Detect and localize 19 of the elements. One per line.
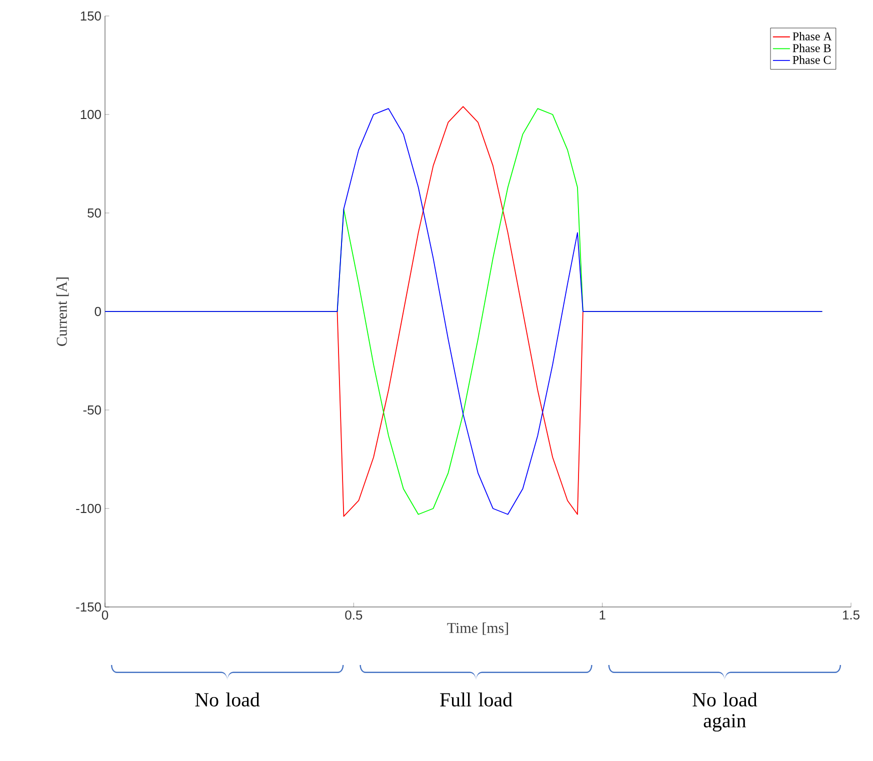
text: Full load bbox=[440, 692, 512, 707]
legend-label: Phase C bbox=[792, 56, 831, 64]
y-axis-title: Current [A] bbox=[56, 278, 69, 346]
x-tick-label: 0 bbox=[102, 610, 108, 620]
legend-label: Phase A bbox=[792, 32, 832, 40]
x-tick-label: 0.5 bbox=[345, 610, 362, 620]
x-axis-title: Time [ms] bbox=[447, 622, 508, 635]
legend-label: Phase B bbox=[792, 44, 831, 52]
text: No load again bbox=[692, 692, 758, 732]
y-tick-label: 100 bbox=[80, 110, 101, 120]
x-tick-label: 1 bbox=[600, 610, 606, 620]
x-tick-label: 1.5 bbox=[842, 610, 860, 620]
y-tick-label: 150 bbox=[80, 11, 101, 21]
y-tick-label: -150 bbox=[76, 602, 101, 612]
y-tick-label: 50 bbox=[88, 208, 101, 218]
y-tick-label: 0 bbox=[94, 306, 101, 316]
text: No load bbox=[195, 692, 260, 707]
y-tick-label: -100 bbox=[76, 504, 101, 514]
y-tick-label: -50 bbox=[83, 405, 101, 415]
